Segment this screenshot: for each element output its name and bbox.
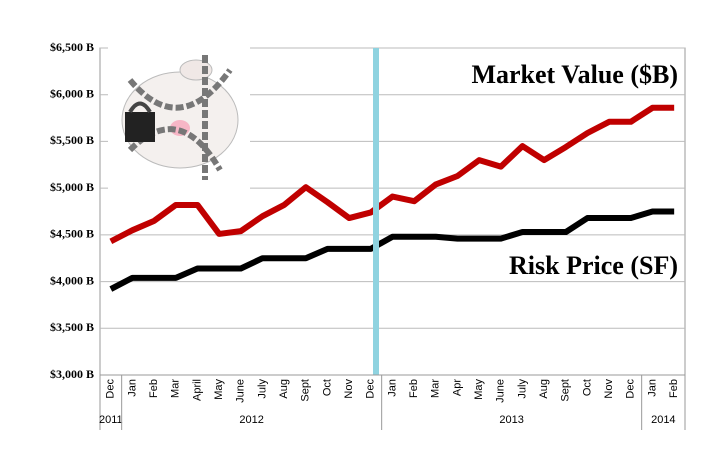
x-tick-label: April [191,379,203,401]
x-group-label: 2014 [651,414,675,426]
x-tick-label: Jan [386,379,398,397]
x-tick-label: May [473,379,485,400]
x-tick-label: Nov [343,379,355,399]
x-tick-label: Feb [668,379,680,398]
x-tick-label: Jan [126,379,138,397]
series-line [109,208,675,292]
x-tick-label: June [235,379,247,403]
x-tick-label: Feb [148,379,160,398]
x-group-label: 2012 [239,414,263,426]
x-tick-label: Aug [278,379,290,399]
x-group-label: 2011 [99,414,123,426]
x-tick-label: Apr [451,379,463,396]
y-tick-label: $3,000 B [50,367,94,381]
series-label: Risk Price (SF) [509,251,678,280]
piggy-bank-image [108,40,250,192]
y-tick-label: $6,500 B [50,40,94,54]
x-group-label: 2013 [499,414,523,426]
x-tick-label: Sept [300,379,312,402]
x-tick-label: Nov [603,379,615,399]
series-label: Market Value ($B) [471,60,678,89]
x-tick-label: Dec [625,379,637,399]
x-tick-label: June [495,379,507,403]
y-tick-label: $6,000 B [50,86,94,100]
x-tick-label: Aug [538,379,550,399]
x-tick-label: Mar [170,379,182,398]
x-tick-label: May [213,379,225,400]
y-tick-label: $4,500 B [50,227,94,241]
y-tick-label: $3,500 B [50,320,94,334]
y-tick-label: $5,500 B [50,133,94,147]
x-tick-label: Dec [365,379,377,399]
x-tick-label: Mar [430,379,442,398]
x-tick-label: Oct [321,379,333,396]
x-tick-label: Feb [408,379,420,398]
y-tick-label: $4,000 B [50,273,94,287]
x-tick-label: Oct [581,379,593,396]
x-tick-label: July [516,379,528,399]
y-tick-label: $5,000 B [50,180,94,194]
x-tick-label: Dec [105,379,117,399]
series-line [109,104,675,245]
x-tick-label: Sept [560,379,572,402]
x-tick-label: Jan [646,379,658,397]
x-tick-label: July [256,379,268,399]
